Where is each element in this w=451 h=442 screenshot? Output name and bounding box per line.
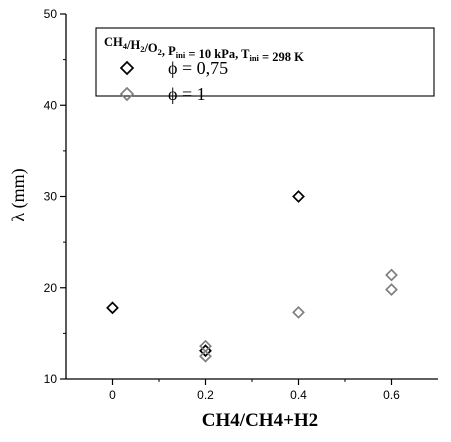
legend-title-part: CH (104, 35, 123, 49)
legend-marker (119, 86, 135, 102)
legend-entry-label: ϕ = 0,75 (168, 58, 228, 78)
y-axis-label: λ (mm) (8, 168, 29, 221)
data-points (106, 75, 398, 363)
data-point (292, 190, 305, 203)
y-tick-label: 50 (44, 7, 58, 21)
data-point (385, 268, 398, 282)
legend-title-part: , P (162, 44, 176, 58)
legend-title-part: = 10 kPa, T (185, 47, 250, 61)
x-tick-label: 0.6 (383, 388, 400, 402)
legend-title-subscript: 2 (158, 47, 162, 57)
legend-title-part: /O (143, 41, 157, 55)
legend-title-subscript: 4 (123, 41, 128, 51)
y-tick-label: 20 (44, 281, 58, 295)
data-point (199, 349, 212, 363)
legend-title-subscript: ini (249, 53, 259, 63)
legend: CH4/H2/O2, Pini = 10 kPa, Tini = 298 Kϕ … (95, 27, 435, 104)
y-tick-label: 40 (44, 98, 58, 112)
legend-title-subscript: 2 (140, 44, 144, 54)
axes: 10 20 30 40 50 0 0.2 0.4 0.6 (44, 7, 438, 402)
x-tick-label: 0.2 (197, 388, 214, 402)
legend-title-part: = 298 K (259, 50, 304, 64)
data-point (292, 305, 305, 319)
y-tick-label: 30 (44, 190, 58, 204)
legend-marker (119, 60, 135, 76)
x-axis-label: CH4/CH4+H2 (202, 410, 318, 431)
x-tick-label: 0.4 (290, 388, 307, 402)
legend-entry-label: ϕ = 1 (168, 84, 206, 104)
legend-title-part: /H (126, 38, 140, 52)
legend-box (95, 27, 435, 97)
legend-title: CH4/H2/O2, Pini = 10 kPa, Tini = 298 K (104, 35, 304, 64)
data-point (106, 301, 119, 315)
y-tick-label: 10 (44, 372, 58, 386)
x-tick-label: 0 (109, 388, 116, 402)
data-point (385, 283, 398, 296)
legend-title-subscript: ini (176, 50, 186, 60)
